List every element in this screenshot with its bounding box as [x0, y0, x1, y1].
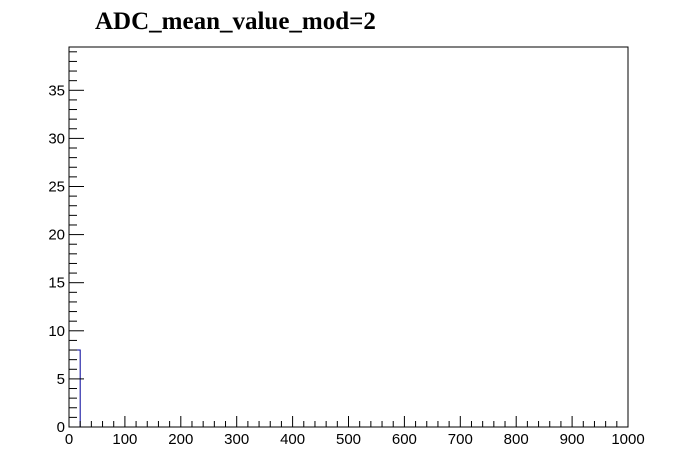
chart-title: ADC_mean_value_mod=2: [95, 8, 376, 35]
y-tick-label: 15: [48, 275, 65, 292]
y-tick-label: 10: [48, 323, 65, 340]
y-tick-label: 20: [48, 227, 65, 244]
x-tick-label: 0: [65, 431, 73, 448]
x-tick-label: 900: [560, 431, 585, 448]
x-tick-label: 400: [280, 431, 305, 448]
x-tick-label: 700: [448, 431, 473, 448]
x-tick-label: 100: [112, 431, 137, 448]
y-tick-label: 35: [48, 82, 65, 99]
x-tick-label: 200: [168, 431, 193, 448]
y-tick-label: 30: [48, 130, 65, 147]
x-tick-label: 1000: [611, 431, 644, 448]
y-tick-label: 5: [57, 371, 65, 388]
x-tick-label: 300: [224, 431, 249, 448]
y-tick-label: 25: [48, 178, 65, 195]
y-tick-label: 0: [57, 419, 65, 436]
plot-frame: [68, 46, 629, 428]
x-tick-label: 800: [504, 431, 529, 448]
x-tick-label: 500: [336, 431, 361, 448]
x-tick-label: 600: [392, 431, 417, 448]
